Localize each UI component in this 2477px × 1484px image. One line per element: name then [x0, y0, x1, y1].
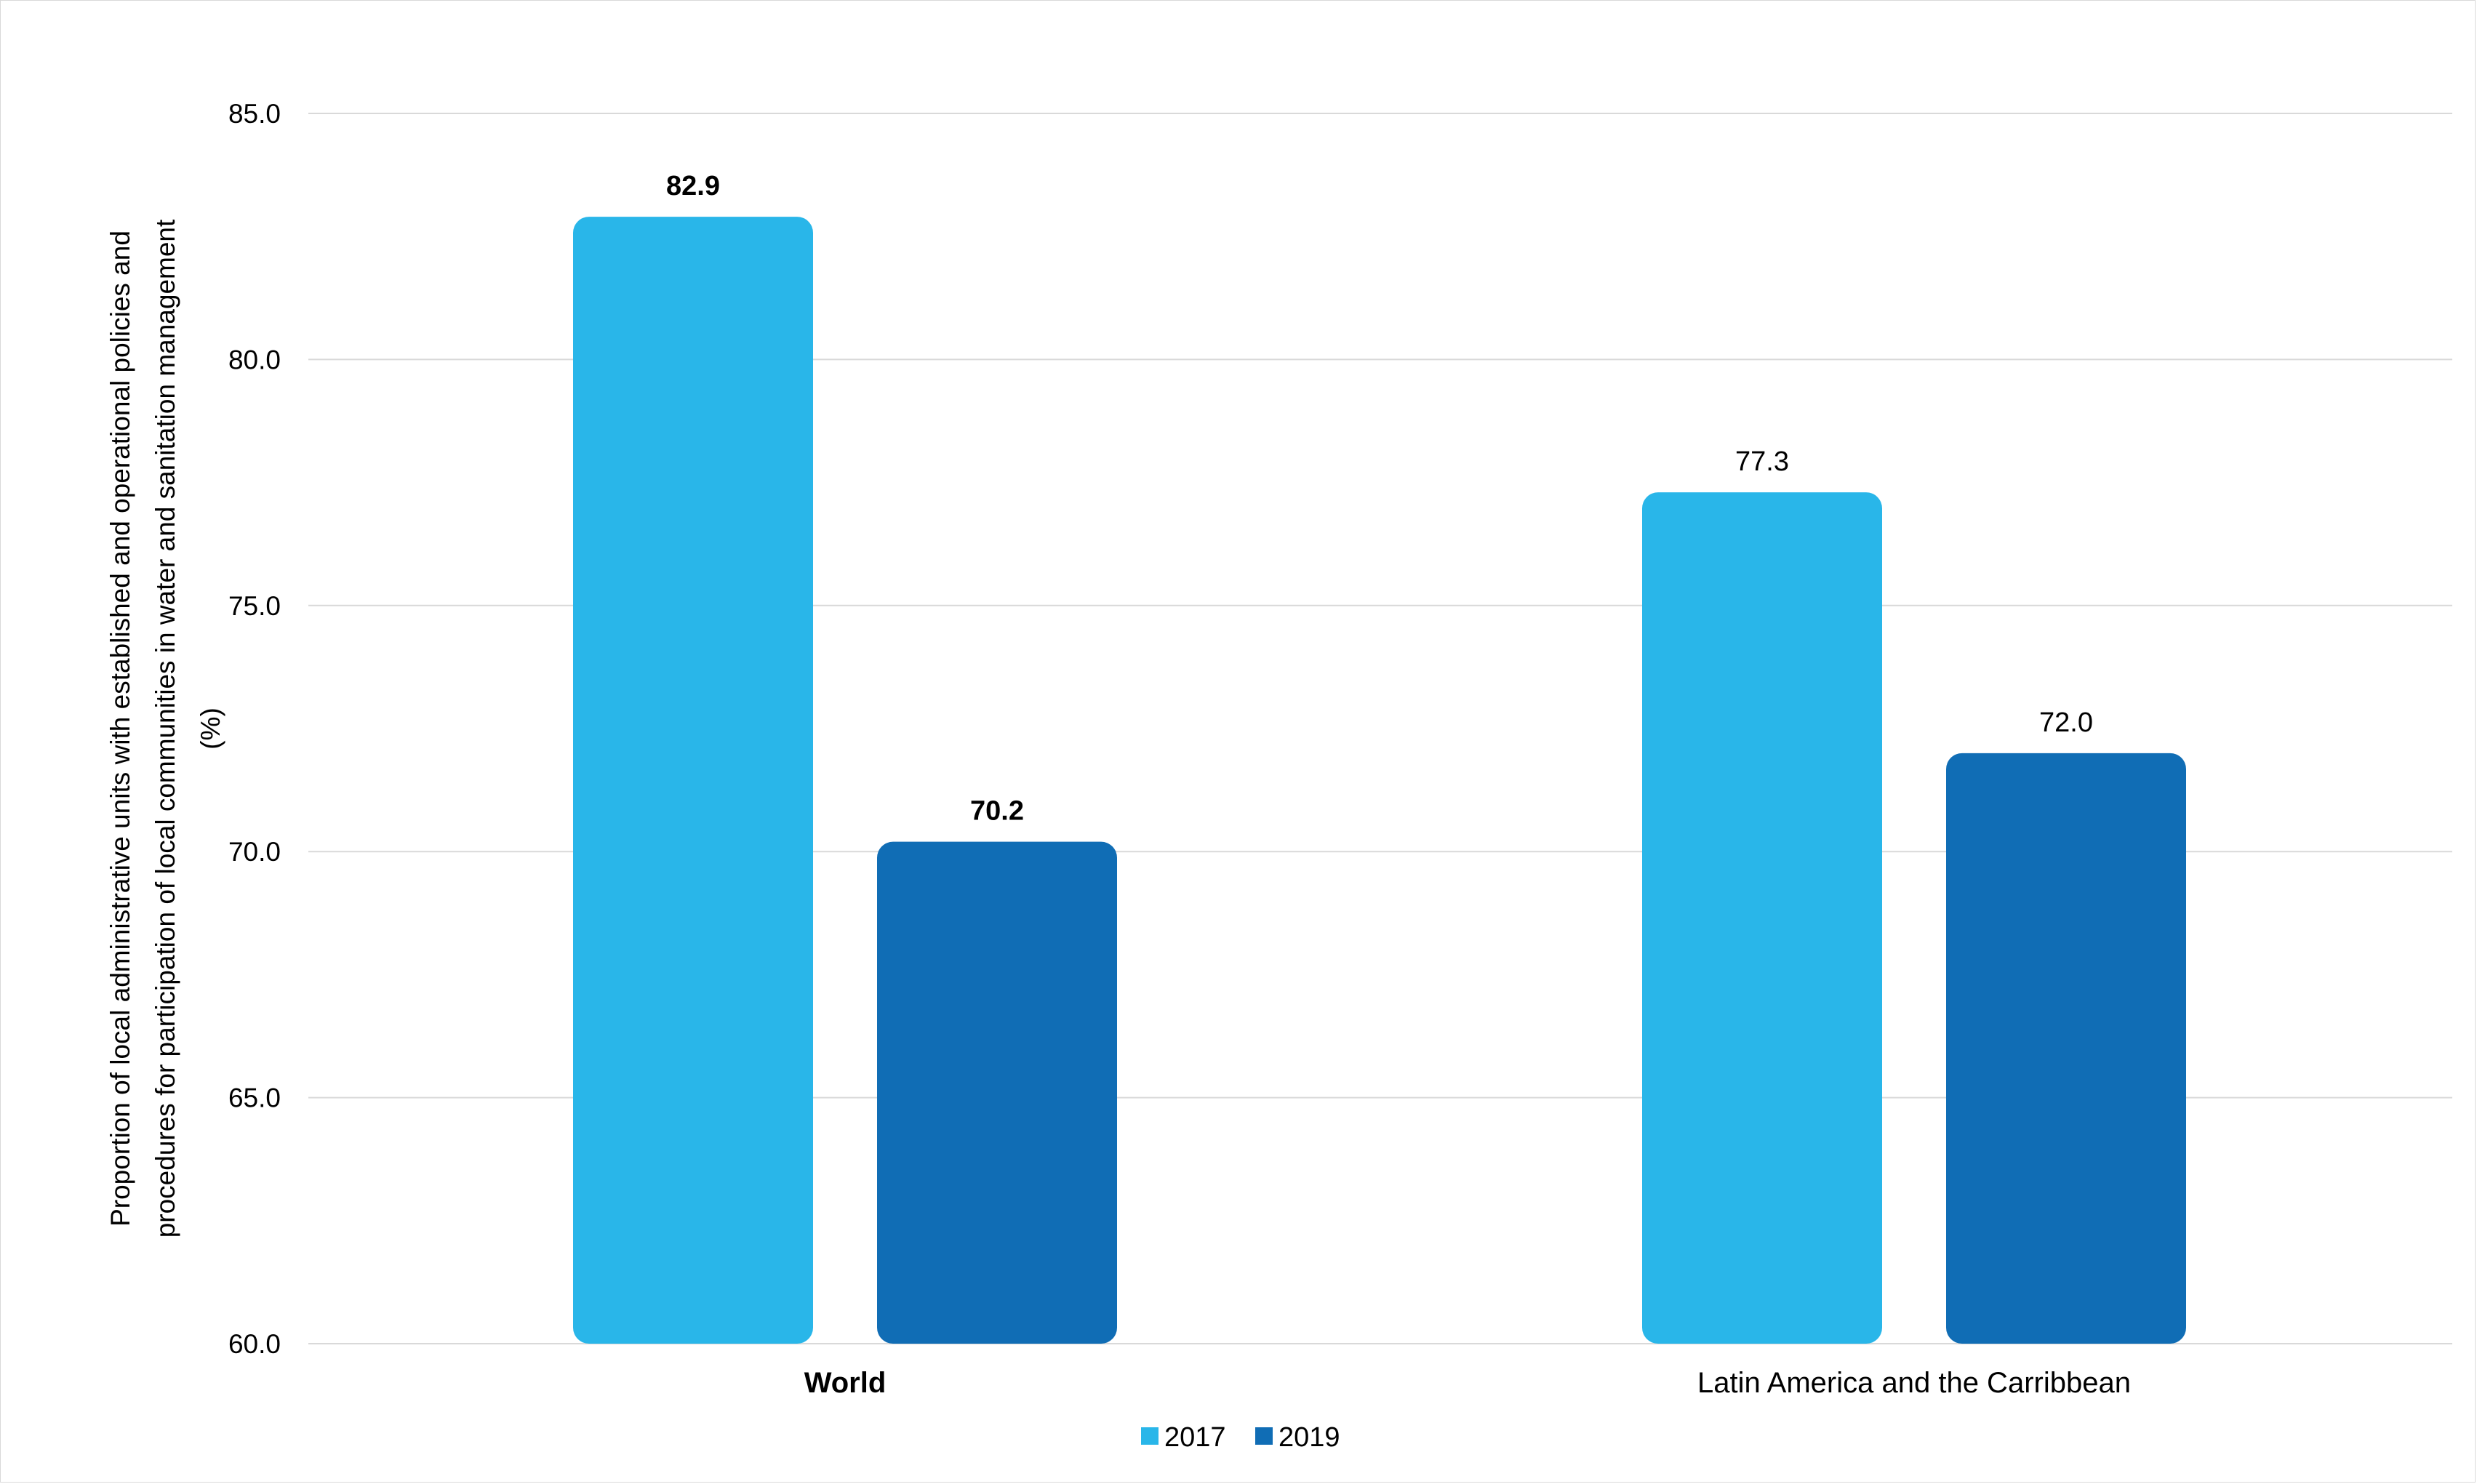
x-category-label: World: [804, 1367, 887, 1399]
y-tick-label: 60.0: [228, 1329, 281, 1359]
x-axis-categories: World Latin America and the Carribbean: [804, 1367, 2131, 1399]
legend-swatch: [1255, 1427, 1273, 1445]
y-axis-ticks: 60.0 65.0 70.0 75.0 80.0 85.0: [228, 99, 281, 1359]
y-tick-label: 75.0: [228, 591, 281, 621]
legend-item-2017: 2017: [1141, 1422, 1226, 1453]
data-label: 70.2: [970, 796, 1024, 827]
y-tick-label: 65.0: [228, 1083, 281, 1113]
legend-label: 2019: [1278, 1422, 1340, 1453]
data-label: 82.9: [666, 171, 720, 201]
data-label: 77.3: [1735, 446, 1789, 477]
data-label: 72.0: [2039, 707, 2093, 738]
legend-label: 2017: [1164, 1422, 1226, 1453]
bar-2019-latin-america: [1946, 753, 2186, 1344]
y-tick-label: 80.0: [228, 345, 281, 374]
bar-2017-world: [573, 217, 813, 1344]
bar-2019-world: [877, 841, 1117, 1344]
legend-swatch: [1141, 1427, 1159, 1445]
bars: [573, 217, 2186, 1344]
y-axis-title: Proportion of local administrative units…: [105, 219, 225, 1238]
y-tick-label: 70.0: [228, 837, 281, 867]
data-labels: 82.9 77.3 70.2 72.0: [666, 171, 2093, 827]
y-axis-title-line: (%): [196, 707, 225, 750]
legend-item-2019: 2019: [1255, 1422, 1340, 1453]
bar-2017-latin-america: [1642, 492, 1882, 1344]
legend: 2017 2019: [1141, 1422, 1340, 1453]
y-axis-title-line: procedures for participation of local co…: [151, 219, 180, 1238]
y-tick-label: 85.0: [228, 99, 281, 129]
y-axis-title-line: Proportion of local administrative units…: [105, 230, 135, 1227]
x-category-label: Latin America and the Carribbean: [1697, 1367, 2131, 1399]
